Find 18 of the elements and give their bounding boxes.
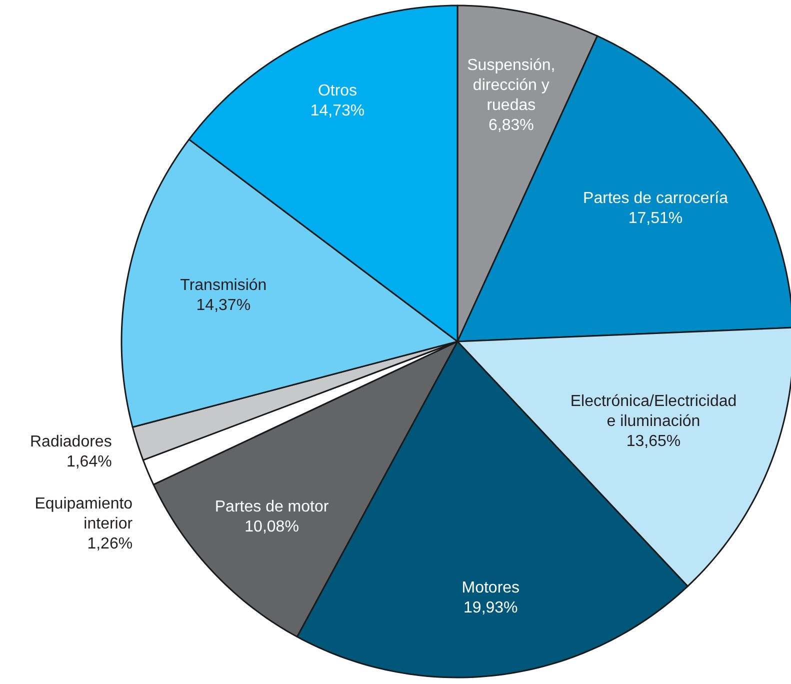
data-label: 1,26%	[87, 535, 133, 552]
data-label: 6,83%	[488, 116, 534, 134]
data-label: 17,51%	[628, 210, 683, 227]
data-label: 14,73%	[310, 102, 365, 120]
data-label: 14,37%	[196, 297, 251, 314]
data-label: 13,65%	[626, 432, 681, 450]
slice-label: Partes de carrocería	[583, 190, 728, 207]
data-label: 19,93%	[464, 600, 518, 617]
slice-label: Electrónica/Electricidad e iluminación	[570, 392, 737, 430]
slice-label: Otros	[318, 82, 358, 100]
slice-label: Equipamiento interior	[34, 495, 134, 532]
data-label: 10,08%	[244, 518, 299, 536]
slice-label: Partes de motor	[214, 498, 330, 516]
slice-label: Motores	[462, 580, 520, 597]
data-label: 1,64%	[66, 453, 112, 470]
slice-label: Transmisión	[180, 277, 267, 294]
slice-label: Suspensión, dirección y ruedas	[467, 56, 556, 114]
slice-label: Radiadores	[30, 433, 112, 450]
